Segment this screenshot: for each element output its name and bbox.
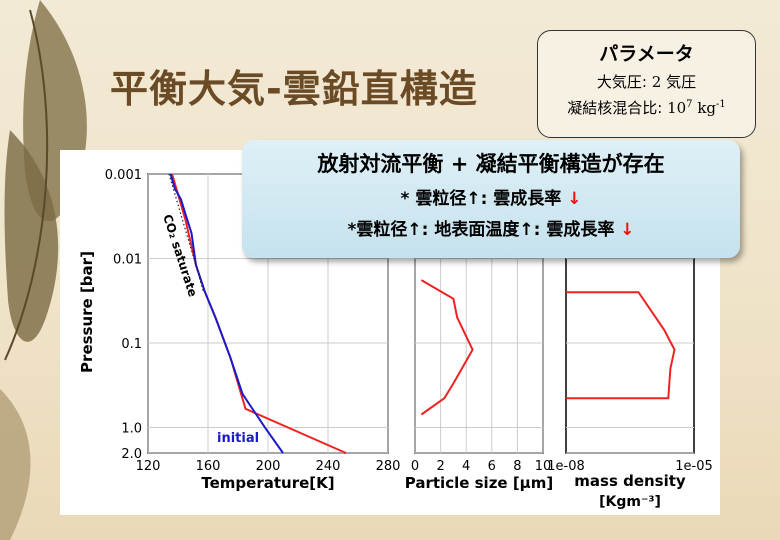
temperature-xlabel: Temperature[K] <box>201 474 334 492</box>
pressure-ylabel: Pressure [bar] <box>78 251 96 373</box>
callout-line-2: *雲粒径↑: 地表面温度↑: 雲成長率 ↓ <box>242 215 740 240</box>
x-tick-label: 8 <box>513 459 521 474</box>
series-line-0-1 <box>169 173 284 454</box>
parameter-box: パラメータ 大気圧: 2 気圧 凝結核混合比: 107 kg-1 <box>537 30 756 138</box>
nucleus-parameter: 凝結核混合比: 107 kg-1 <box>538 97 755 118</box>
x-tick-label: 280 <box>376 459 401 474</box>
parameter-heading: パラメータ <box>599 43 694 65</box>
callout-line2-mid: : 地表面温度 <box>421 220 520 240</box>
x-tick-label: 1e-08 <box>547 459 585 474</box>
up-arrow-icon: ↑ <box>519 220 534 240</box>
leaf-stem <box>4 9 49 361</box>
nucleus-value-exp: 7 <box>686 99 693 110</box>
down-arrow-icon: ↓ <box>620 220 635 240</box>
callout-line1-mid: : 雲成長率 <box>480 189 562 209</box>
pressure-value: 2 気圧 <box>651 73 697 91</box>
initial-annotation: initial <box>217 431 259 446</box>
callout-line2-prefix: *雲粒径 <box>347 220 408 240</box>
density-xlabel: mass density <box>574 472 686 490</box>
up-arrow-icon: ↑ <box>466 189 481 209</box>
up-arrow-icon: ↑ <box>407 220 422 240</box>
x-tick-label: 0 <box>411 459 419 474</box>
callout-title: 放射対流平衡 + 凝結平衡構造が存在 <box>317 152 665 176</box>
x-tick-label: 6 <box>488 459 496 474</box>
page-title: 平衡大気-雲鉛直構造 <box>110 67 478 111</box>
callout-line2-mid2: : 雲成長率 <box>533 220 615 240</box>
leaf-shape <box>4 130 59 342</box>
y-tick-label: 1.0 <box>121 422 142 437</box>
density-xlabel-unit: [Kgm⁻³] <box>599 494 661 510</box>
series-line-1-0 <box>420 279 474 416</box>
y-tick-label: 0.1 <box>121 337 142 352</box>
particle-xlabel: Particle size [μm] <box>405 474 553 492</box>
x-tick-label: 240 <box>316 459 341 474</box>
callout-line-1: * 雲粒径↑: 雲成長率 ↓ <box>242 184 740 209</box>
series-layer <box>168 173 676 454</box>
y-tick-label: 0.001 <box>105 168 142 183</box>
callout-box: 放射対流平衡 + 凝結平衡構造が存在 * 雲粒径↑: 雲成長率 ↓ *雲粒径↑:… <box>242 140 740 258</box>
nucleus-unit-exp: -1 <box>716 99 726 110</box>
x-tick-label: 200 <box>256 459 281 474</box>
down-arrow-icon: ↓ <box>567 189 582 209</box>
x-tick-label: 1e-05 <box>675 459 713 474</box>
y-tick-label: 0.01 <box>113 253 142 268</box>
x-tick-label: 160 <box>196 459 221 474</box>
pressure-label: 大気圧: <box>596 73 647 91</box>
leaf-decoration <box>0 0 87 540</box>
x-tick-label: 4 <box>462 459 470 474</box>
callout-line1-prefix: * 雲粒径 <box>400 189 467 209</box>
series-line-2-0 <box>566 291 676 400</box>
y-tick-label: 2.0 <box>121 447 142 462</box>
x-tick-label: 10 <box>535 459 552 474</box>
leaf-shape <box>0 388 31 540</box>
pressure-parameter: 大気圧: 2 気圧 <box>538 71 755 92</box>
nucleus-unit-base: kg <box>697 99 717 117</box>
nucleus-label: 凝結核混合比: <box>567 99 663 117</box>
nucleus-value-base: 10 <box>667 99 687 117</box>
x-tick-label: 120 <box>136 459 161 474</box>
x-tick-label: 2 <box>436 459 444 474</box>
